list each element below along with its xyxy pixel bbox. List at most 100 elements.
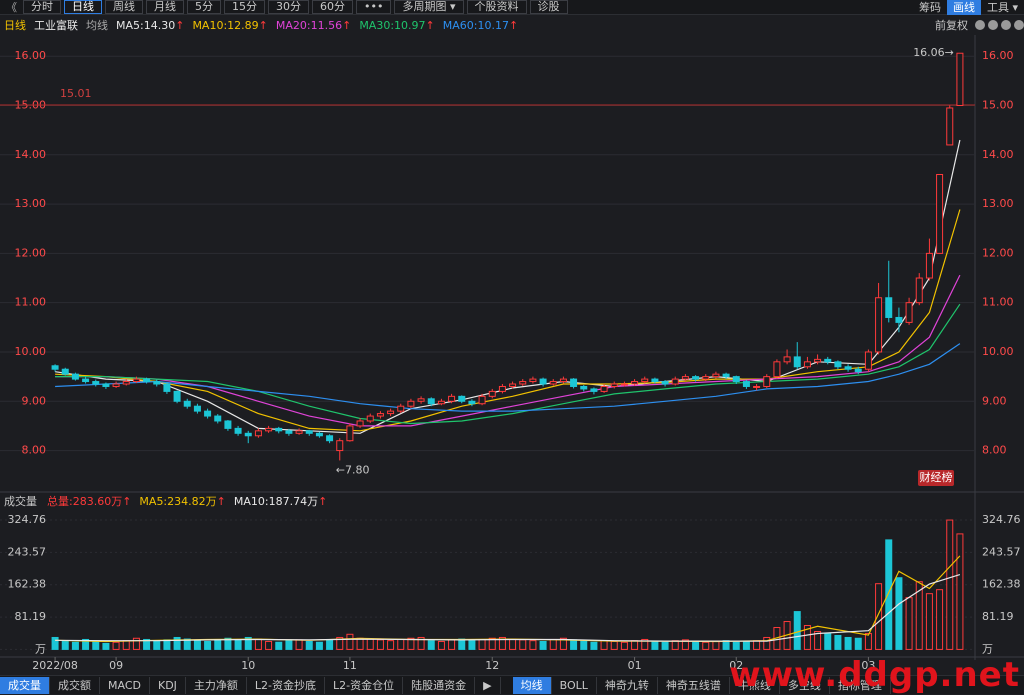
period-tab[interactable]: 日线 bbox=[64, 0, 102, 14]
legend-label: MA10:12.89 bbox=[192, 18, 259, 32]
period-tab[interactable]: 分时 bbox=[23, 0, 61, 14]
volume-bar bbox=[407, 637, 415, 650]
zoom-icons[interactable] bbox=[974, 18, 1024, 32]
volume-bar bbox=[936, 589, 944, 650]
indicator-tab[interactable]: L2-资金抄底 bbox=[247, 676, 326, 694]
indicator-tab[interactable]: ▶ bbox=[475, 676, 501, 694]
volume-bar bbox=[580, 640, 588, 650]
y-tick-label: 162.38 bbox=[8, 578, 47, 591]
legend-arrow: ↑ bbox=[318, 495, 328, 508]
legend-label: MA10:187.74万 bbox=[233, 495, 319, 508]
candle-body bbox=[539, 378, 547, 385]
ma-line bbox=[55, 574, 961, 642]
indicator-tab[interactable]: 成交量 bbox=[0, 676, 50, 694]
candle-body bbox=[631, 381, 639, 385]
ma-line bbox=[55, 209, 961, 432]
candle-body bbox=[590, 388, 598, 392]
candle-body bbox=[559, 378, 567, 383]
candle-body bbox=[509, 383, 517, 387]
indicator-tab[interactable]: 多空线 bbox=[780, 676, 830, 694]
volume-bar bbox=[376, 639, 384, 650]
period-tab[interactable]: 15分 bbox=[224, 0, 265, 14]
volume-bar bbox=[712, 640, 720, 650]
candle-body bbox=[71, 373, 79, 380]
icon bbox=[1001, 20, 1011, 30]
candle-body bbox=[204, 410, 212, 417]
indicator-tabs: 成交量 成交额 MACD KDJ 主力净额 L2-资金抄底 L2-资金仓位 陆股通资金 ▶ 均线 B… bbox=[0, 675, 1024, 694]
candle-body bbox=[61, 368, 69, 375]
indicator-tab[interactable]: 指标管理 bbox=[830, 676, 891, 694]
period-tab[interactable]: ••• bbox=[356, 0, 392, 14]
y-tick-label: 12.00 bbox=[982, 246, 1014, 259]
candle-body bbox=[285, 430, 293, 434]
candle-body bbox=[641, 378, 649, 383]
candle-body bbox=[51, 365, 59, 370]
volume-bar bbox=[204, 640, 212, 650]
candle-body bbox=[803, 361, 811, 368]
indicator-tab[interactable]: L2-资金仓位 bbox=[325, 676, 404, 694]
indicator-tab[interactable]: 神奇九转 bbox=[597, 676, 658, 694]
candle-body bbox=[346, 425, 354, 442]
candle-body bbox=[315, 432, 323, 437]
indicator-tab[interactable]: 主力净额 bbox=[186, 676, 247, 694]
toolbar-right: 筹码 画线 工具 ▾ bbox=[913, 0, 1024, 15]
volume-bar bbox=[122, 640, 130, 650]
indicator-tab[interactable]: BOLL bbox=[552, 676, 597, 694]
period-tab[interactable]: 5分 bbox=[187, 0, 221, 14]
period-tab[interactable]: 诊股 bbox=[529, 0, 568, 14]
indicator-tab[interactable]: 成交额 bbox=[50, 676, 100, 694]
icon bbox=[988, 20, 998, 30]
legend-arrow: ↑ bbox=[342, 18, 352, 32]
y-tick-label: 万 bbox=[982, 642, 993, 655]
volume-bar bbox=[753, 640, 761, 650]
indicator-tab[interactable]: KDJ bbox=[150, 676, 186, 694]
indicator-tab[interactable]: 均线 bbox=[512, 676, 552, 694]
x-tick-label: 01 bbox=[628, 659, 642, 672]
back-button[interactable]: 《 bbox=[6, 1, 17, 14]
indicator-tab[interactable]: 神奇五线谱 bbox=[658, 676, 730, 694]
indicator-tab[interactable]: 陆股通资金 bbox=[403, 676, 476, 694]
y-tick-label: 8.00 bbox=[22, 444, 47, 457]
volume-bar bbox=[224, 637, 232, 650]
legend-arrow: ↑ bbox=[425, 18, 435, 32]
indicator-tab[interactable]: 牛熊线 bbox=[730, 676, 780, 694]
volume-bar bbox=[366, 638, 374, 650]
volume-bar bbox=[498, 636, 506, 650]
candle-body bbox=[224, 420, 232, 429]
volume-bar bbox=[671, 640, 679, 650]
candle-body bbox=[956, 52, 964, 106]
y-tick-label: 15.00 bbox=[982, 98, 1014, 111]
tool-button[interactable]: 筹码 bbox=[918, 1, 941, 14]
y-tick-label: 11.00 bbox=[15, 296, 47, 309]
y-tick-label: 13.00 bbox=[15, 197, 47, 210]
candle-body bbox=[732, 376, 740, 383]
y-tick-label: 16.00 bbox=[982, 49, 1014, 62]
candle-body bbox=[356, 420, 364, 427]
period-tab[interactable]: 个股资料 bbox=[466, 0, 527, 14]
volume-bar bbox=[254, 638, 262, 650]
tool-button[interactable]: 工具 ▾ bbox=[986, 1, 1018, 14]
period-tab[interactable]: 月线 bbox=[146, 0, 184, 14]
volume-bar bbox=[814, 630, 822, 650]
period-tab[interactable]: 60分 bbox=[312, 0, 353, 14]
legend-entry: MA10:187.74万↑ bbox=[234, 493, 327, 509]
candle-body bbox=[793, 356, 801, 368]
volume-bar bbox=[295, 639, 303, 650]
candle-body bbox=[722, 373, 730, 378]
candle-body bbox=[519, 381, 527, 385]
volume-bar bbox=[600, 640, 608, 650]
volume-bar bbox=[112, 641, 120, 650]
tool-button[interactable]: 画线 bbox=[946, 0, 981, 15]
period-tab[interactable]: 周线 bbox=[105, 0, 143, 14]
candle-body bbox=[915, 277, 923, 304]
volume-bar bbox=[519, 639, 527, 650]
volume-bar bbox=[641, 638, 649, 650]
period-tab[interactable]: 30分 bbox=[268, 0, 309, 14]
candle-body bbox=[173, 390, 181, 402]
period-tab[interactable]: 多周期图 ▾ bbox=[394, 0, 464, 14]
candle-body bbox=[864, 351, 872, 370]
volume-bar bbox=[387, 640, 395, 650]
adjust-button[interactable]: 前复权 bbox=[935, 19, 968, 32]
indicator-tab[interactable]: MACD bbox=[100, 676, 150, 694]
candle-body bbox=[844, 366, 852, 370]
